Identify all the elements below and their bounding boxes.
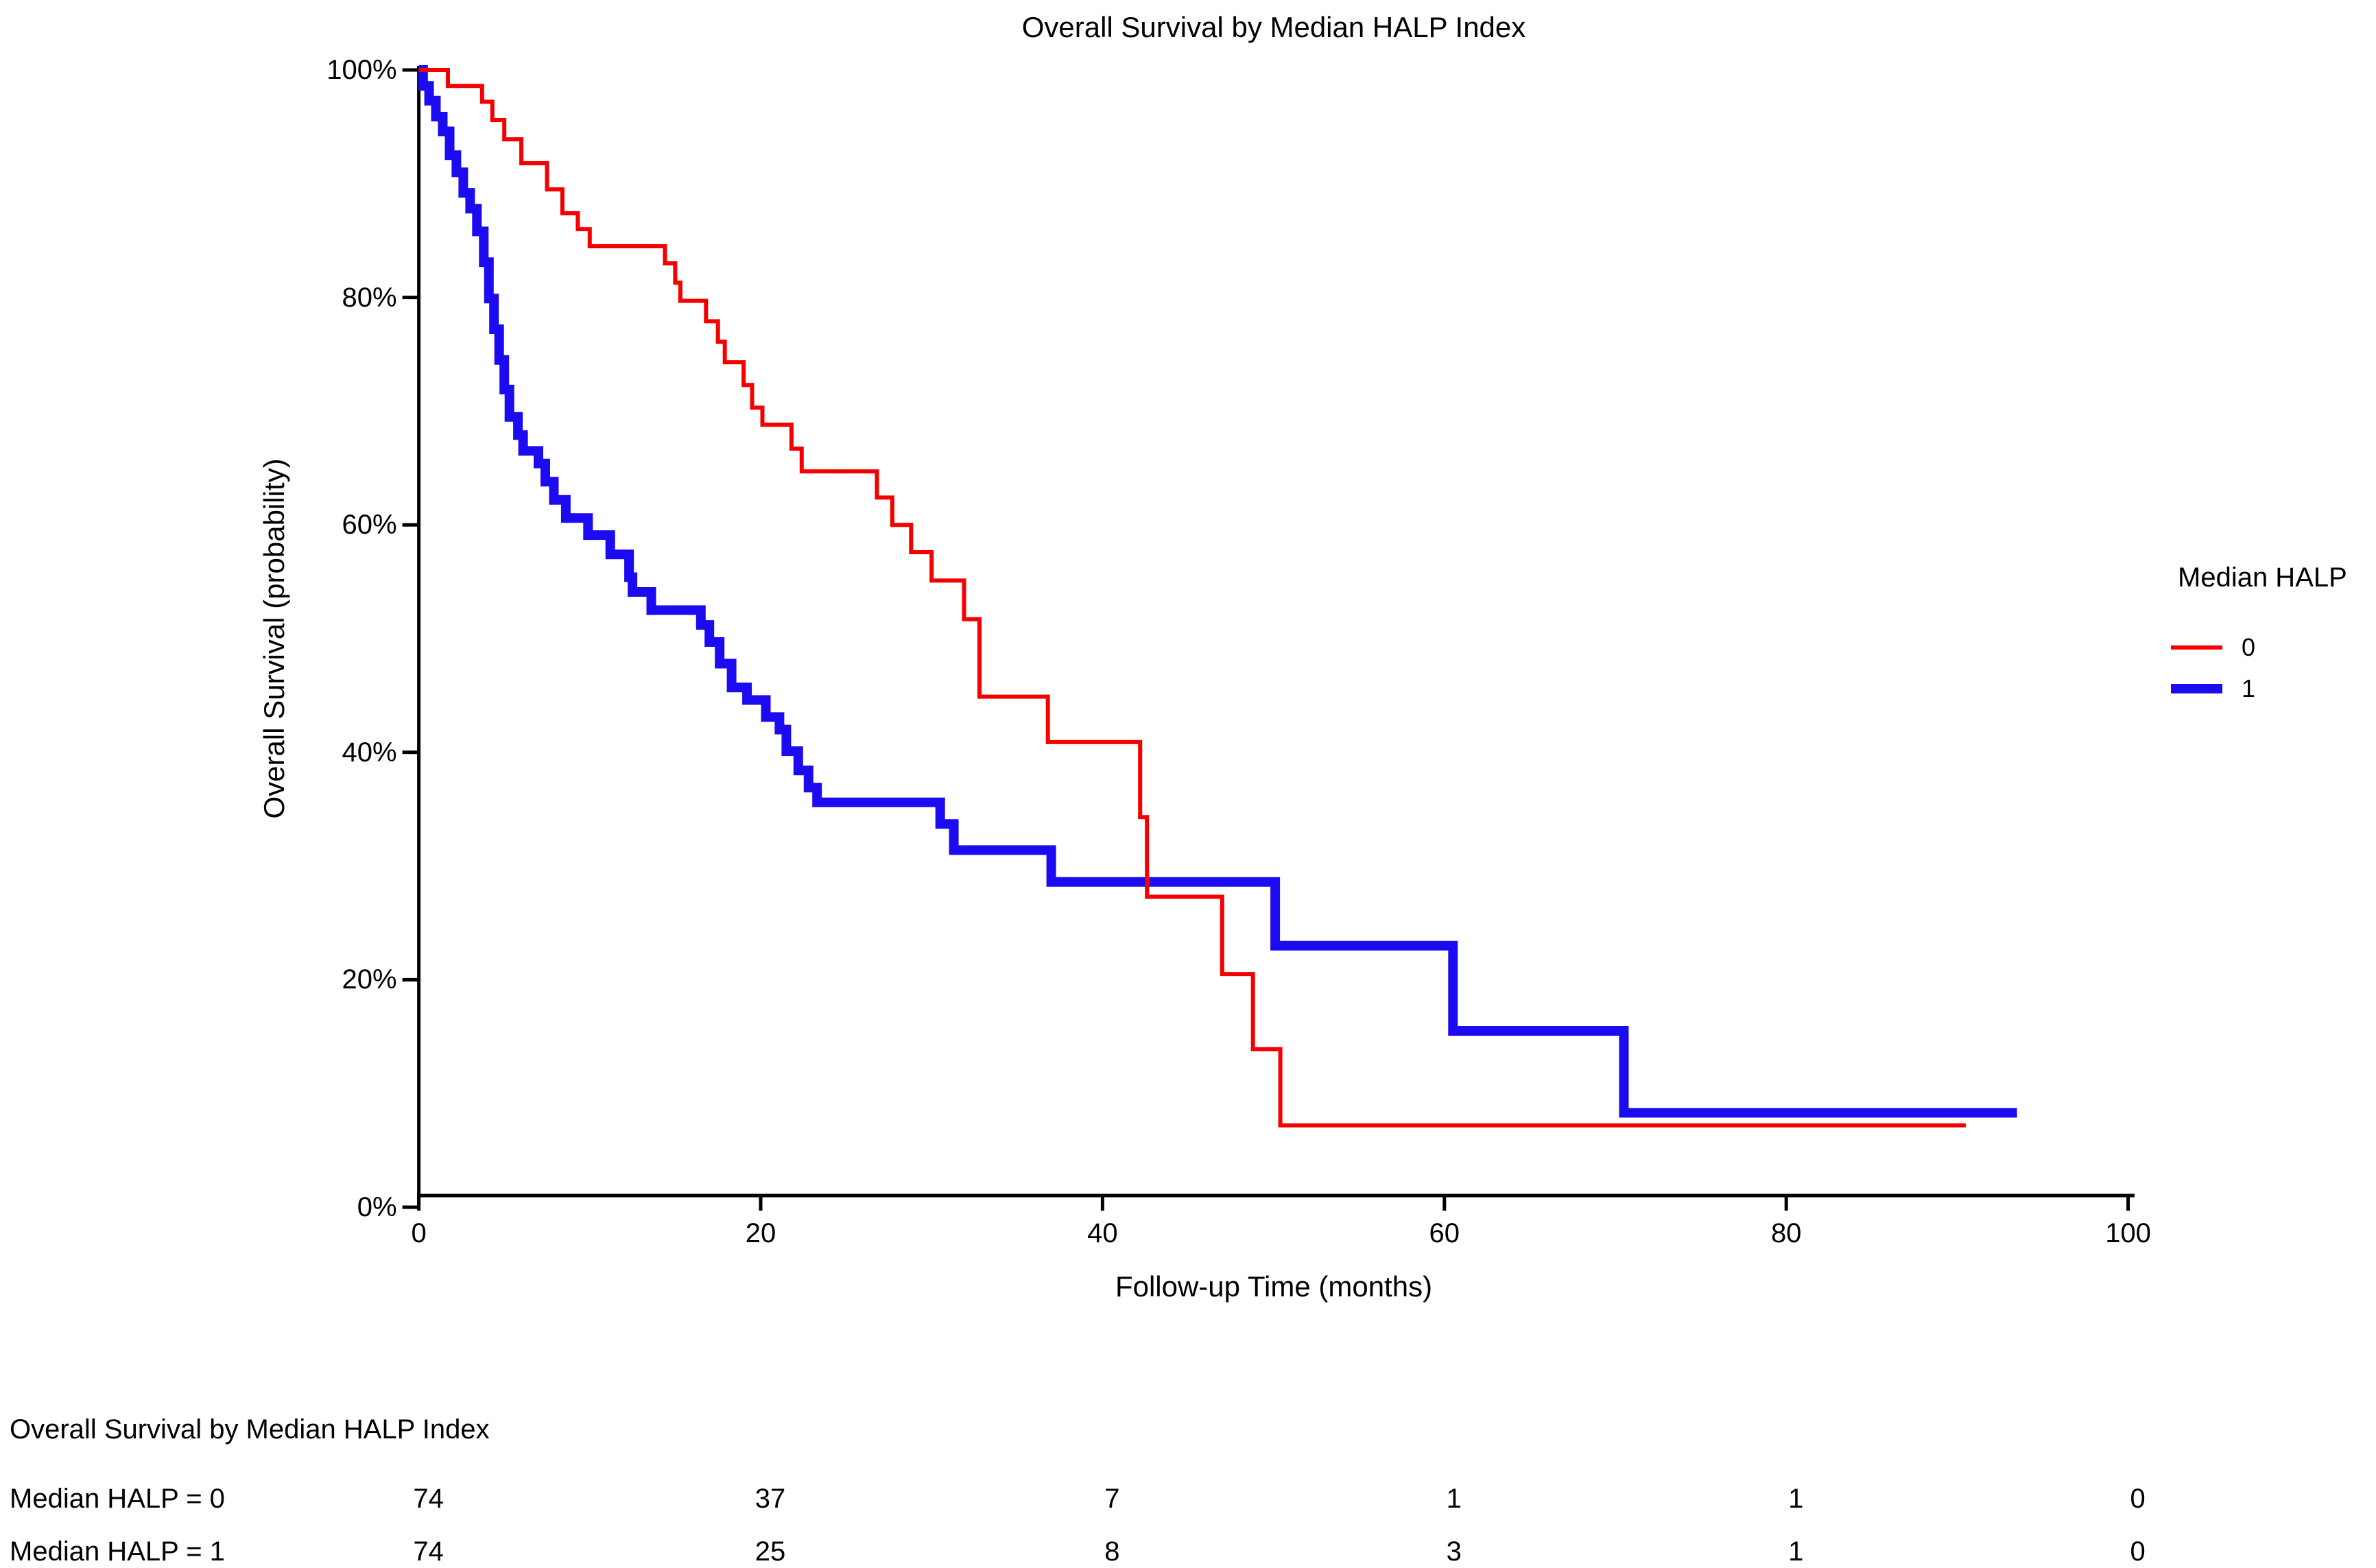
- x-tick-label: 0: [411, 1218, 427, 1248]
- legend-item-label-0: 0: [2242, 633, 2256, 661]
- risk-count: 74: [413, 1536, 444, 1567]
- x-tick-label: 100: [2105, 1218, 2151, 1248]
- y-tick-label: 40%: [342, 737, 397, 768]
- y-tick-label: 80%: [342, 282, 397, 313]
- survival-curves: [418, 65, 2017, 1128]
- risk-count: 1: [1446, 1484, 1462, 1514]
- chart-title: Overall Survival by Median HALP Index: [1021, 11, 1526, 43]
- x-axis-title: Follow-up Time (months): [1115, 1270, 1433, 1303]
- legend-title: Median HALP: [2178, 562, 2347, 593]
- risk-count: 1: [1788, 1536, 1804, 1567]
- x-tick-label: 80: [1770, 1218, 1802, 1248]
- survival-curve-halp0: [418, 68, 1966, 1128]
- x-tick-label: 40: [1087, 1218, 1118, 1248]
- y-tick-label: 0%: [357, 1192, 397, 1222]
- risk-count: 74: [413, 1484, 444, 1514]
- y-tick-label: 60%: [342, 510, 397, 541]
- risk-count: 3: [1446, 1536, 1462, 1567]
- risk-count: 0: [2130, 1484, 2146, 1514]
- x-tick-label: 60: [1429, 1218, 1460, 1248]
- risk-count: 8: [1104, 1536, 1120, 1567]
- survival-curve-halp1: [418, 65, 2017, 1118]
- risk-count: 25: [755, 1536, 786, 1567]
- y-axis-title: Overall Survival (probability): [258, 458, 290, 819]
- risk-count: 1: [1788, 1484, 1804, 1514]
- risk-count: 7: [1104, 1484, 1120, 1514]
- risk-table-title: Overall Survival by Median HALP Index: [10, 1414, 490, 1445]
- risk-row-label: Median HALP = 1: [10, 1536, 225, 1567]
- y-tick-label: 20%: [342, 964, 397, 995]
- risk-count: 0: [2130, 1536, 2146, 1567]
- y-tick-label: 100%: [326, 55, 397, 85]
- risk-row-label: Median HALP = 0: [10, 1484, 225, 1514]
- legend-item-label-1: 1: [2242, 674, 2256, 702]
- x-tick-label: 20: [745, 1218, 776, 1248]
- risk-count: 37: [755, 1484, 786, 1514]
- x-axis-ticks: [417, 1196, 2130, 1211]
- legend-swatches: [2171, 645, 2222, 693]
- y-axis-ticks: [402, 68, 419, 1209]
